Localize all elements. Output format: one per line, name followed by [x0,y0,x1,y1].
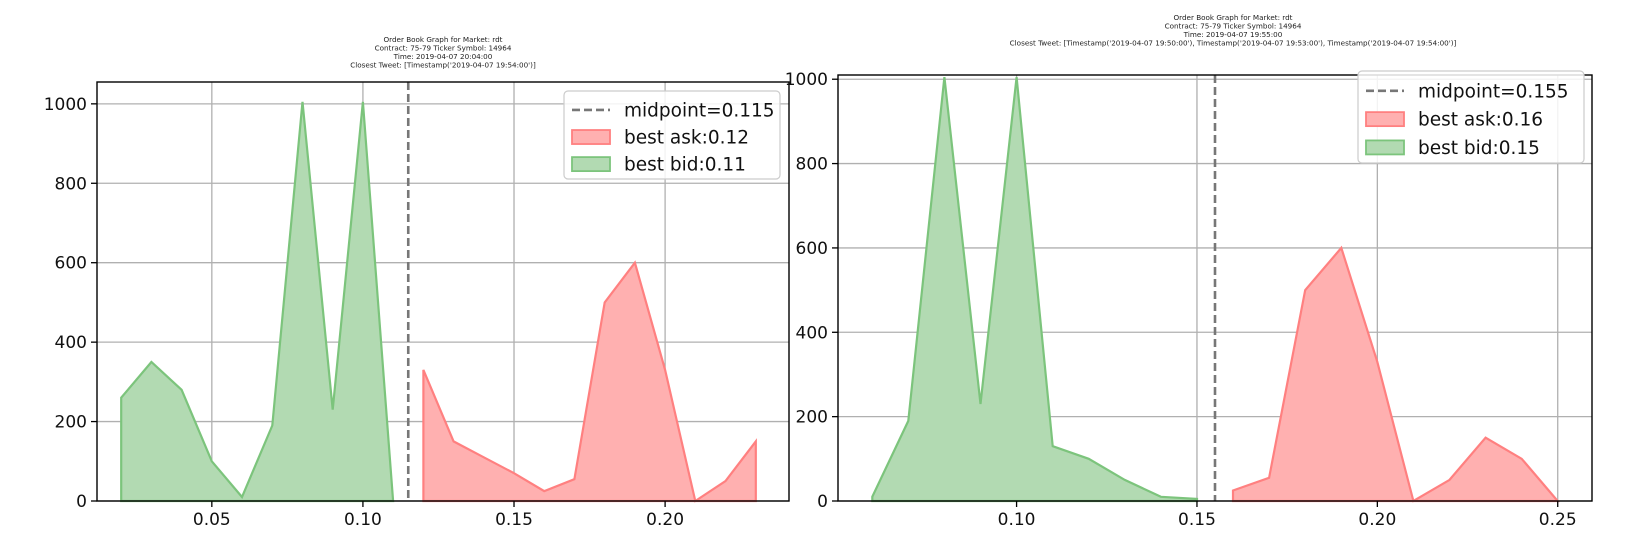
legend-ask-handle [1365,111,1405,128]
legend-ask-label: best ask:0.12 [624,128,749,149]
legend: midpoint=0.115 best ask:0.12 best bid:0.11 [563,90,781,180]
chart-panel-1: Order Book Graph for Market: rdtContract… [44,35,790,530]
x-tick-label: 0.05 [193,510,231,530]
chart-title-line: Closest Tweet: [Timestamp('2019-04-07 19… [1010,39,1457,48]
chart-title-line: Time: 2019-04-07 19:55:00 [1183,30,1283,39]
y-tick-label: 1000 [44,95,87,115]
plot-frame [837,74,1593,502]
x-tick-label: 0.25 [1539,510,1577,530]
chart-title-line: Order Book Graph for Market: rdt [1173,13,1292,22]
ask-area [422,260,757,503]
y-tick-label: 800 [796,155,828,175]
legend-bid-handle [571,156,611,173]
y-tick-label: 200 [796,408,828,428]
y-tick-label: 200 [55,413,87,433]
x-tick-label: 0.10 [998,510,1036,530]
legend-ask-handle [571,129,611,145]
y-tick-label: 600 [796,239,828,259]
bid-area [120,101,395,503]
x-tick-label: 0.15 [1178,510,1216,530]
plot-frame [96,81,790,502]
y-tick-label: 800 [55,174,87,194]
x-tick-label: 0.10 [344,510,382,530]
legend-box [563,90,781,180]
chart-title-line: Closest Tweet: [Timestamp('2019-04-07 19… [350,61,536,70]
y-tick-label: 0 [817,492,828,512]
legend-midpoint-label: midpoint=0.155 [1418,81,1569,102]
x-tick-label: 0.20 [646,510,684,530]
legend-bid-label: best bid:0.11 [624,155,746,176]
legend-box [1357,70,1585,164]
y-tick-label: 0 [76,492,87,512]
chart-title-line: Time: 2019-04-07 20:04:00 [393,52,493,61]
chart-title-line: Order Book Graph for Market: rdt [383,35,502,44]
x-tick-label: 0.20 [1358,510,1396,530]
chart-title-line: Contract: 75-79 Ticker Symbol: 14964 [375,44,512,53]
y-tick-label: 600 [55,254,87,274]
ask-area [1231,245,1561,503]
chart-panel-2: Order Book Graph for Market: rdtContract… [785,13,1593,530]
legend-bid-handle [1365,139,1405,156]
y-tick-label: 400 [55,333,87,353]
y-tick-label: 400 [796,323,828,343]
x-tick-label: 0.15 [495,510,533,530]
y-tick-label: 1000 [785,70,828,90]
legend-ask-label: best ask:0.16 [1418,110,1543,131]
legend: midpoint=0.155 best ask:0.16 best bid:0.15 [1357,70,1585,164]
legend-midpoint-label: midpoint=0.115 [624,100,775,121]
legend-bid-label: best bid:0.15 [1418,138,1540,159]
bid-area [871,76,1199,503]
chart-title-line: Contract: 75-79 Ticker Symbol: 14964 [1165,22,1302,31]
